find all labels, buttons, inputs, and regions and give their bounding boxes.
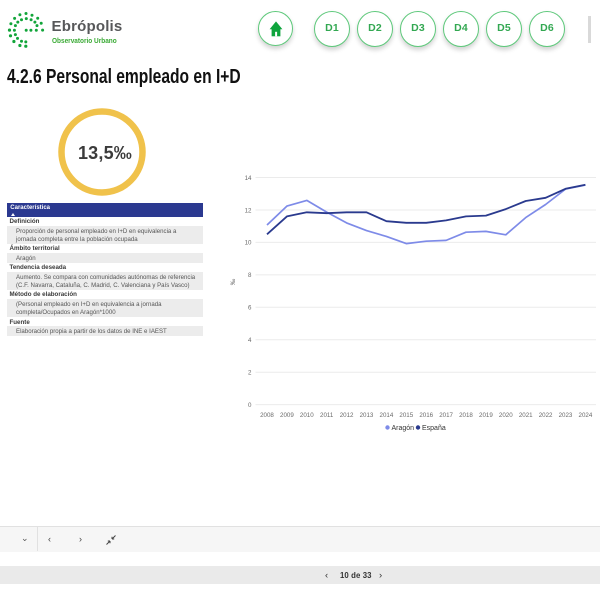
svg-text:2015: 2015	[399, 412, 413, 419]
svg-text:4: 4	[248, 337, 252, 344]
svg-text:2017: 2017	[439, 412, 453, 419]
svg-text:2: 2	[248, 370, 252, 377]
svg-text:2020: 2020	[499, 412, 513, 419]
svg-text:2013: 2013	[360, 412, 374, 419]
svg-text:2021: 2021	[519, 412, 533, 419]
svg-text:6: 6	[248, 305, 252, 312]
svg-text:2022: 2022	[539, 412, 553, 419]
svg-text:‰: ‰	[230, 278, 237, 285]
svg-text:Aragón: Aragón	[392, 425, 415, 432]
svg-text:10: 10	[245, 240, 252, 247]
svg-text:0: 0	[248, 402, 252, 409]
svg-text:2010: 2010	[300, 412, 314, 419]
svg-text:2023: 2023	[559, 412, 573, 419]
svg-text:2019: 2019	[479, 412, 493, 419]
svg-text:2008: 2008	[260, 412, 274, 419]
svg-text:2014: 2014	[380, 412, 394, 419]
svg-text:12: 12	[245, 207, 252, 214]
svg-text:España: España	[422, 425, 446, 432]
svg-text:8: 8	[248, 272, 252, 279]
svg-text:2012: 2012	[340, 412, 354, 419]
svg-text:2024: 2024	[579, 412, 593, 419]
svg-text:14: 14	[245, 175, 252, 182]
svg-text:2011: 2011	[320, 412, 334, 419]
svg-text:2018: 2018	[459, 412, 473, 419]
svg-text:2009: 2009	[280, 412, 294, 419]
svg-text:2016: 2016	[419, 412, 433, 419]
